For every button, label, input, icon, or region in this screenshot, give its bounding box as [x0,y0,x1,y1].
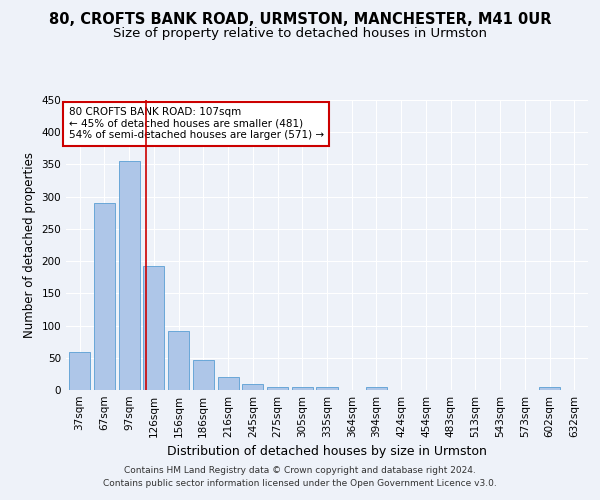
Bar [267,387,288,390]
Bar [193,360,214,390]
Bar [292,387,313,390]
Text: 80, CROFTS BANK ROAD, URMSTON, MANCHESTER, M41 0UR: 80, CROFTS BANK ROAD, URMSTON, MANCHESTE… [49,12,551,28]
Bar [218,377,239,390]
Text: Size of property relative to detached houses in Urmston: Size of property relative to detached ho… [113,28,487,40]
Bar [94,203,115,390]
Bar [242,384,263,390]
Bar [119,161,140,390]
Bar [366,387,387,390]
Y-axis label: Number of detached properties: Number of detached properties [23,152,36,338]
Bar [539,387,560,390]
X-axis label: Distribution of detached houses by size in Urmston: Distribution of detached houses by size … [167,446,487,458]
Text: Contains HM Land Registry data © Crown copyright and database right 2024.
Contai: Contains HM Land Registry data © Crown c… [103,466,497,487]
Bar [316,387,338,390]
Bar [168,332,189,390]
Bar [143,266,164,390]
Text: 80 CROFTS BANK ROAD: 107sqm
← 45% of detached houses are smaller (481)
54% of se: 80 CROFTS BANK ROAD: 107sqm ← 45% of det… [68,108,324,140]
Bar [69,352,90,390]
